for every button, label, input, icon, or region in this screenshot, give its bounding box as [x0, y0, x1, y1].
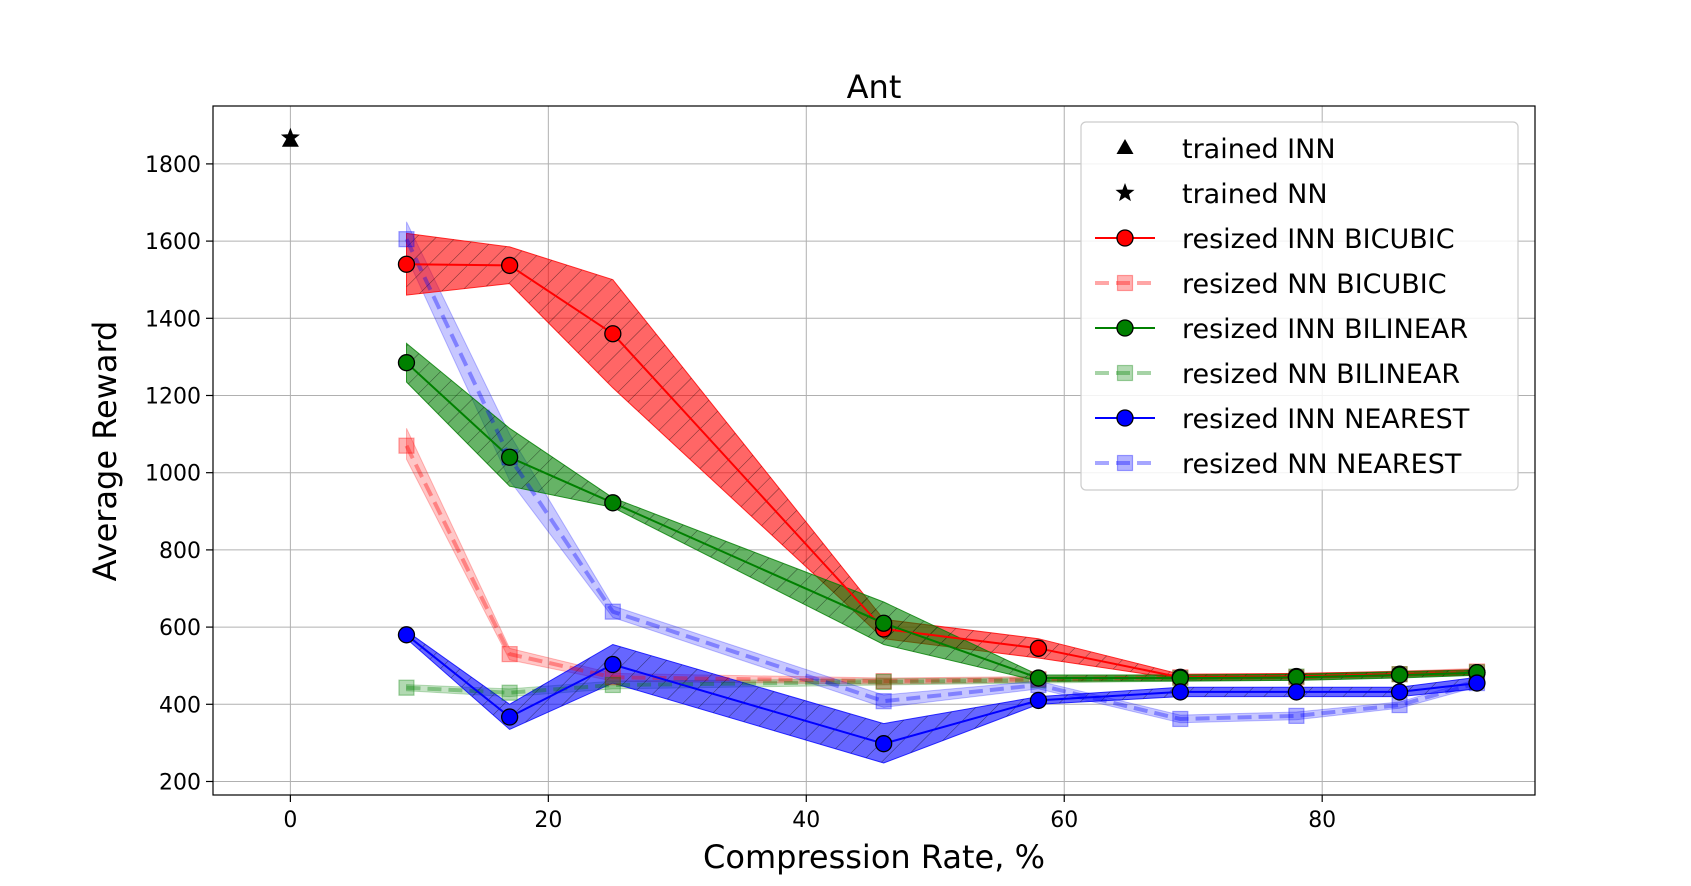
resized-inn-nearest-band-hatch	[406, 631, 1477, 763]
chart-title: Ant	[847, 68, 902, 106]
legend-marker-resized-inn-bilinear	[1116, 319, 1134, 337]
resized-inn-bicubic-point	[500, 256, 519, 275]
resized-nn-bicubic-point	[398, 437, 415, 454]
plot-frame	[212, 105, 1536, 796]
y-tick-label: 1400	[145, 307, 201, 332]
x-tick-label: 20	[534, 808, 562, 833]
x-tick-label: 40	[792, 808, 820, 833]
resized-nn-bicubic-point	[501, 646, 518, 663]
resized-inn-nearest-point	[1390, 683, 1409, 701]
legend-marker-resized-nn-bicubic	[1116, 274, 1134, 292]
resized-inn-bilinear-point	[1029, 669, 1048, 687]
resized-nn-nearest-point	[1172, 710, 1189, 728]
y-tick-label: 1800	[145, 153, 201, 178]
resized-inn-nearest-point	[875, 735, 893, 753]
resized-inn-bilinear-point	[1390, 666, 1409, 684]
legend-marker-trained-inn	[1116, 139, 1134, 154]
trained-nn-point	[280, 127, 300, 146]
axis-ticks: 0 20 40 60 80 200 400 600 800 1000 1200 1400 1600 180…	[145, 153, 1336, 833]
resized-inn-bicubic-point	[397, 255, 416, 273]
resized-inn-nearest-point	[1171, 683, 1189, 701]
resized-inn-nearest-point	[1029, 691, 1048, 710]
resized-nn-nearest-point	[398, 231, 415, 248]
y-axis-label: Average Reward	[86, 321, 124, 582]
y-tick-label: 600	[159, 616, 201, 641]
resized-nn-nearest-point	[604, 603, 621, 620]
resized-nn-bilinear-point	[398, 679, 415, 696]
y-tick-label: 1000	[145, 462, 201, 487]
resized-inn-bicubic-band-hatch	[406, 233, 1477, 680]
resized-inn-nearest-point	[604, 655, 622, 674]
y-tick-label: 1600	[145, 230, 201, 255]
y-tick-label: 400	[159, 693, 201, 718]
x-tick-label: 60	[1050, 808, 1078, 833]
resized-inn-nearest-point	[500, 708, 519, 726]
resized-inn-nearest-point	[397, 626, 416, 644]
legend-marker-trained-nn	[1115, 183, 1135, 202]
x-axis-label: Compression Rate, %	[703, 838, 1045, 876]
resized-nn-bicubic-point	[875, 673, 892, 690]
resized-nn-bilinear-point	[501, 684, 518, 701]
legend-label-trained-nn: trained NN	[1182, 179, 1328, 210]
y-tick-label: 800	[159, 539, 201, 564]
legend-label-resized-inn-nearest: resized INN NEAREST	[1182, 404, 1470, 435]
resized-inn-bicubic-point	[1029, 639, 1048, 657]
legend-label-trained-inn: trained INN	[1182, 134, 1336, 165]
legend-label-resized-nn-bilinear: resized NN BILINEAR	[1182, 359, 1460, 390]
resized-nn-nearest-point	[1288, 707, 1305, 724]
legend-label-resized-inn-bicubic: resized INN BICUBIC	[1182, 224, 1455, 255]
resized-inn-nearest-point	[1287, 683, 1306, 701]
legend-label-resized-nn-bicubic: resized NN BICUBIC	[1182, 269, 1447, 300]
resized-nn-nearest-point	[875, 693, 892, 710]
resized-inn-bicubic-point	[604, 325, 622, 343]
resized-inn-bilinear-point	[500, 448, 519, 466]
resized-inn-nearest-point	[1468, 674, 1486, 692]
x-tick-label: 0	[283, 808, 297, 833]
legend-label-resized-inn-bilinear: resized INN BILINEAR	[1182, 314, 1468, 345]
resized-inn-bilinear-point	[875, 614, 893, 632]
resized-nn-bilinear-point	[604, 676, 621, 694]
legend-box	[1080, 121, 1519, 491]
resized-nn-bilinear-point	[875, 673, 892, 691]
legend-marker-resized-inn-nearest	[1116, 409, 1134, 427]
resized-inn-bilinear-point	[604, 494, 622, 512]
resized-inn-bilinear-point	[397, 354, 416, 372]
legend-marker-resized-inn-bicubic	[1116, 229, 1134, 247]
data-markers	[280, 127, 1486, 753]
resized-inn-bilinear-point	[1287, 668, 1306, 686]
y-tick-label: 200	[159, 770, 201, 795]
legend-label-resized-nn-nearest: resized NN NEAREST	[1182, 449, 1462, 480]
legend: trained INN trained NN resized INN BICUBIC…	[1080, 121, 1519, 491]
legend-marker-resized-nn-bilinear	[1116, 364, 1134, 382]
legend-marker-resized-nn-nearest	[1116, 454, 1134, 472]
x-tick-label: 80	[1308, 808, 1336, 833]
y-tick-label: 1200	[145, 384, 201, 409]
